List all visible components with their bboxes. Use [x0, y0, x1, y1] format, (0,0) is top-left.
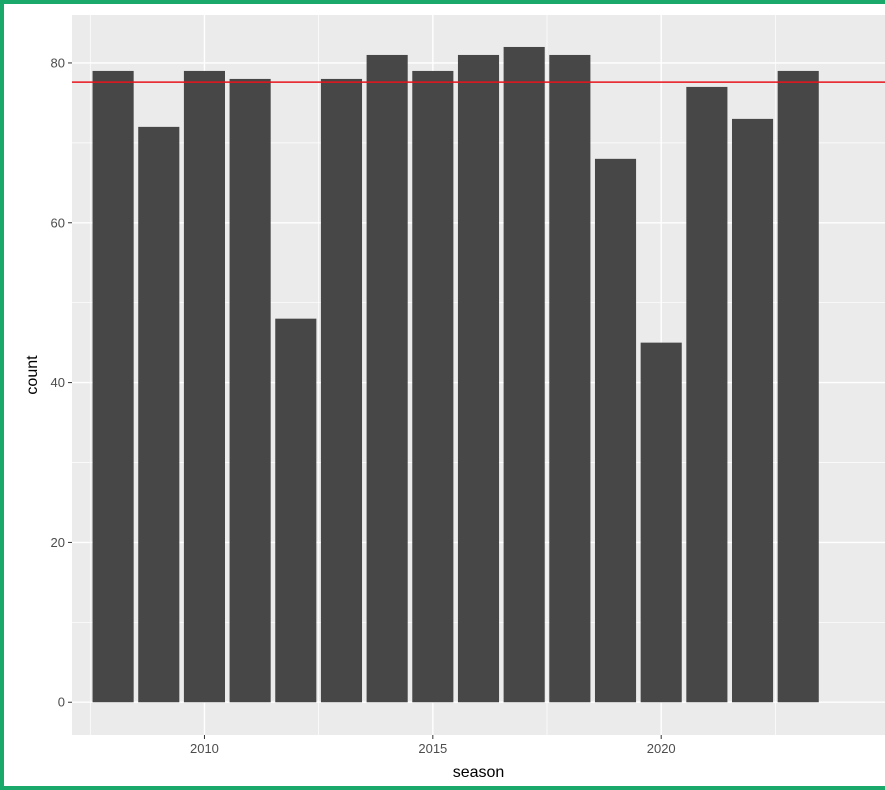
bar-2018: [549, 54, 591, 703]
bar-2013: [320, 78, 363, 703]
bar-2017: [503, 46, 545, 703]
bar-2022: [731, 118, 774, 703]
x-axis-title: season: [453, 764, 505, 781]
x-axis: 2010 2015 2020: [190, 735, 676, 756]
bar-2020: [640, 342, 682, 703]
y-tick-label: 40: [51, 375, 65, 390]
y-tick-label: 20: [51, 535, 65, 550]
bar-2010: [183, 70, 226, 703]
bar-2014: [366, 54, 408, 703]
y-axis: 0 20 40 60 80: [51, 55, 72, 710]
bar-2016: [457, 54, 500, 703]
bar-2011: [229, 78, 271, 703]
bar-2023: [777, 70, 819, 703]
y-tick-label: 60: [51, 215, 65, 230]
y-tick-label: 0: [58, 695, 65, 710]
bar-2021: [686, 86, 728, 703]
bar-2019: [594, 158, 637, 703]
bar-2009: [138, 126, 180, 703]
y-tick-label: 80: [51, 55, 65, 70]
bar-2012: [275, 318, 317, 703]
bars: [92, 46, 819, 703]
bar-2008: [92, 70, 134, 703]
bar-2015: [412, 70, 454, 703]
y-axis-title: count: [24, 355, 41, 395]
x-tick-label: 2020: [647, 741, 676, 756]
x-tick-label: 2010: [190, 741, 219, 756]
x-tick-label: 2015: [418, 741, 447, 756]
